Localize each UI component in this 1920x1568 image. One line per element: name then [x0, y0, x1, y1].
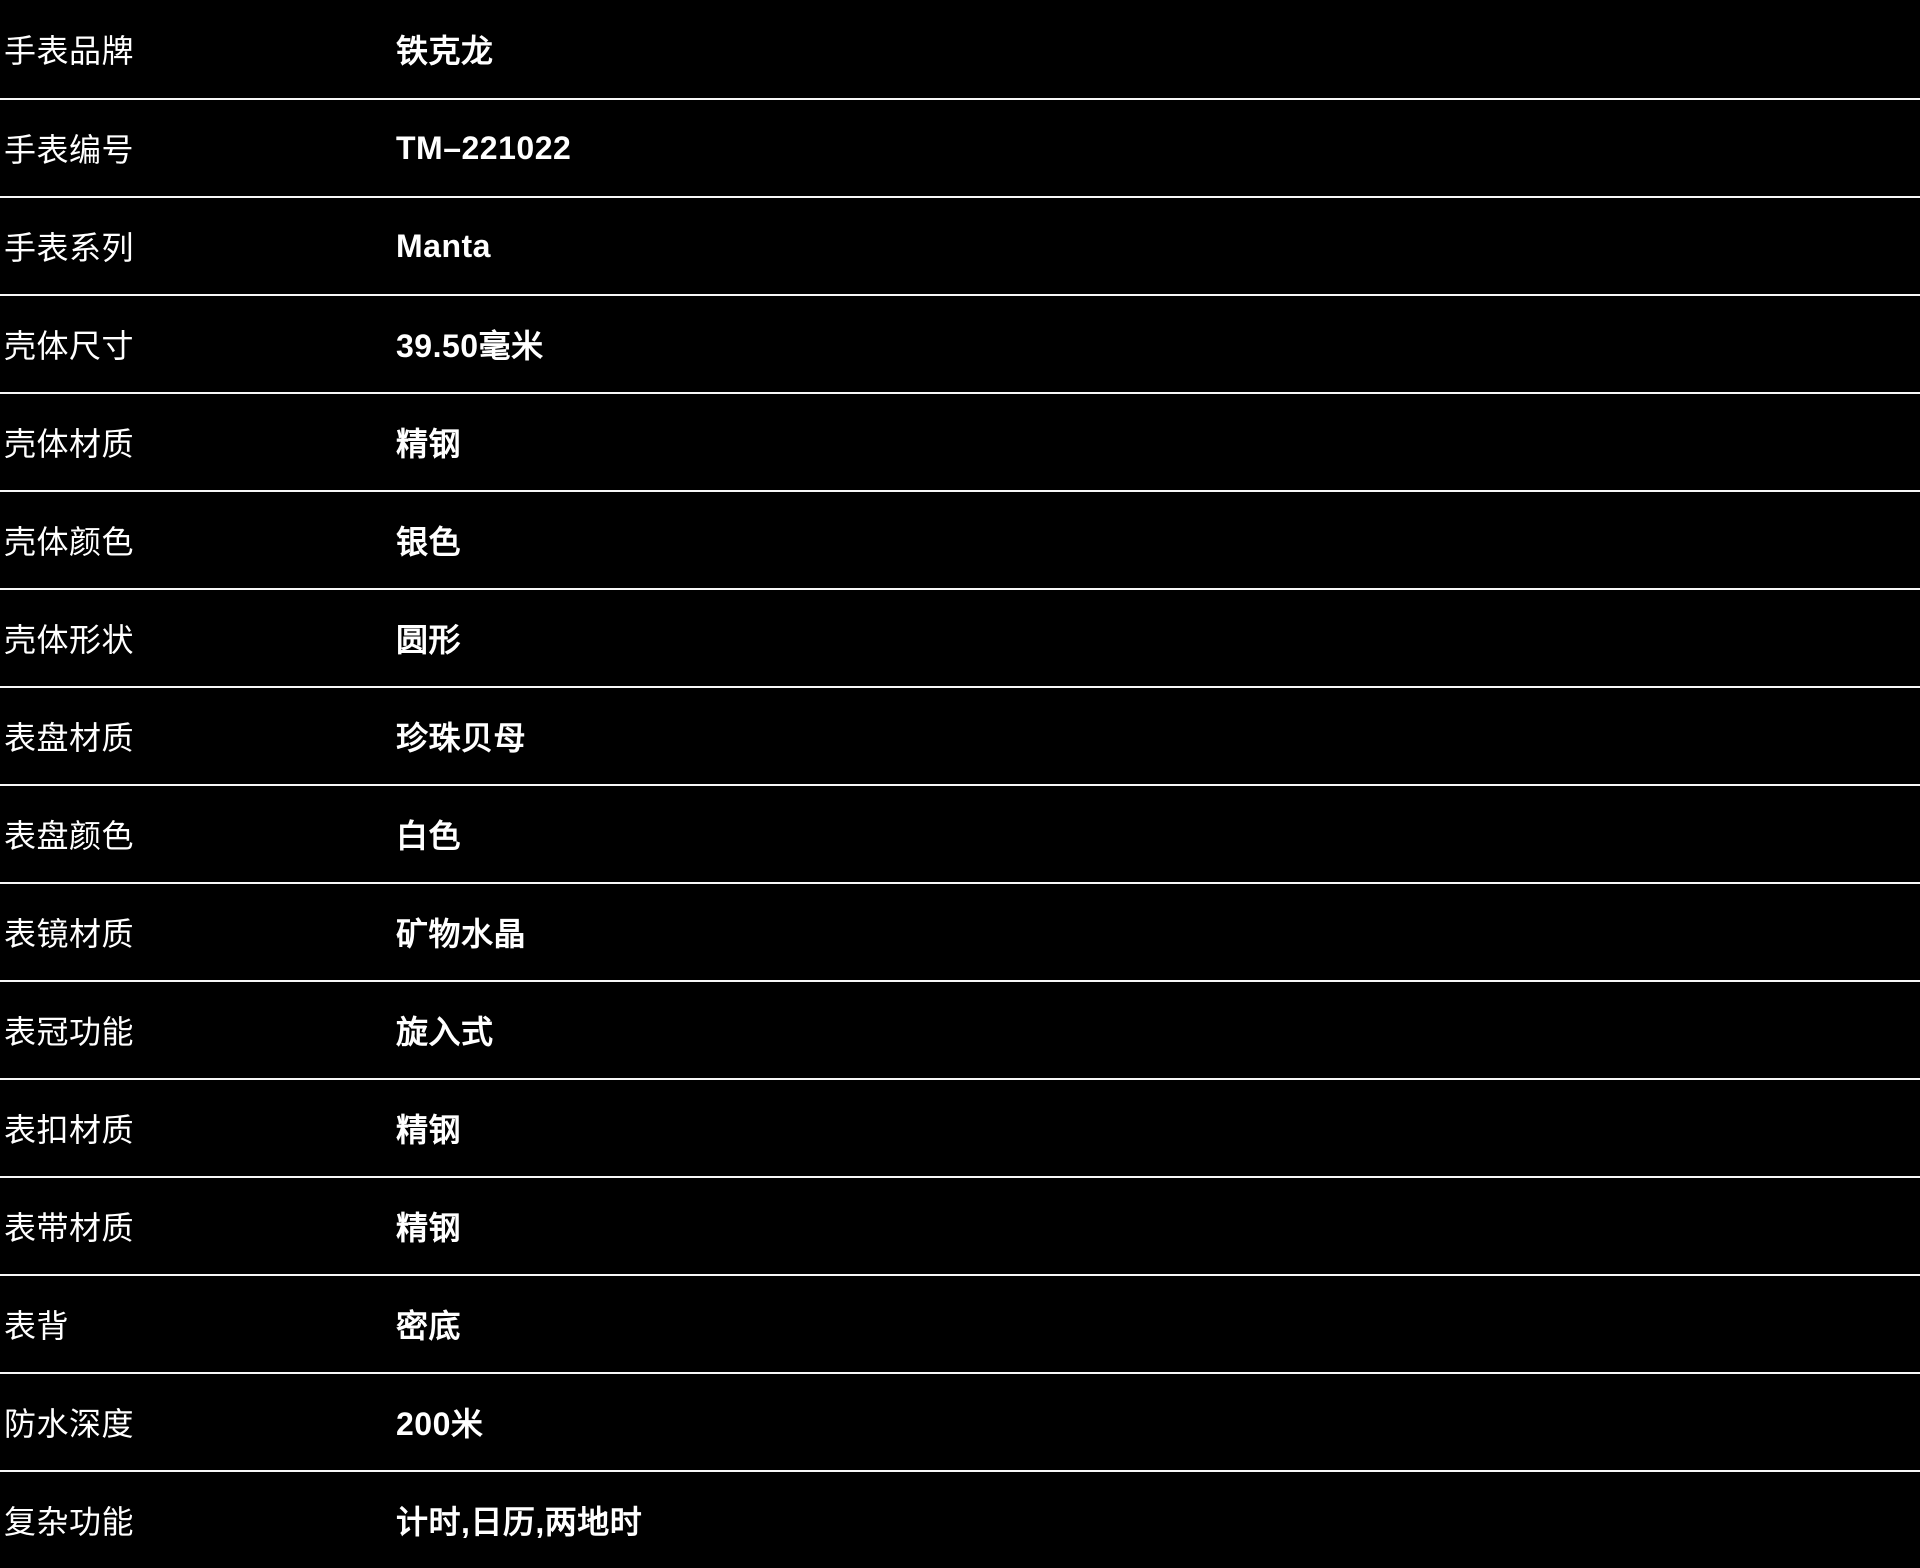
spec-value: 矿物水晶 [396, 916, 527, 952]
spec-value: 39.50毫米 [396, 328, 544, 364]
table-row: 表盘材质 珍珠贝母 [0, 686, 1920, 784]
table-row: 壳体材质 精钢 [0, 392, 1920, 490]
table-row: 表扣材质 精钢 [0, 1078, 1920, 1176]
table-row: 表带材质 精钢 [0, 1176, 1920, 1274]
table-row: 手表系列 Manta [0, 196, 1920, 294]
spec-label: 表冠功能 [4, 1014, 135, 1050]
spec-value: 密底 [396, 1308, 462, 1344]
spec-label: 防水深度 [4, 1406, 135, 1442]
spec-label: 壳体颜色 [4, 524, 135, 560]
table-row: 壳体形状 圆形 [0, 588, 1920, 686]
table-row: 表镜材质 矿物水晶 [0, 882, 1920, 980]
spec-value: 200米 [396, 1406, 484, 1442]
spec-label: 表背 [4, 1308, 70, 1344]
table-row: 表冠功能 旋入式 [0, 980, 1920, 1078]
table-row: 壳体尺寸 39.50毫米 [0, 294, 1920, 392]
table-row: 防水深度 200米 [0, 1372, 1920, 1470]
spec-label: 表盘材质 [4, 720, 135, 756]
spec-value: 精钢 [396, 1112, 462, 1148]
spec-label: 表带材质 [4, 1210, 135, 1246]
table-row: 表背 密底 [0, 1274, 1920, 1372]
spec-value: 铁克龙 [396, 33, 494, 69]
spec-label: 表扣材质 [4, 1112, 135, 1148]
table-row: 手表编号 TM–221022 [0, 98, 1920, 196]
spec-value: 计时,日历,两地时 [396, 1504, 643, 1540]
spec-value: Manta [396, 227, 491, 264]
spec-label: 壳体尺寸 [4, 328, 135, 364]
spec-label: 手表编号 [4, 132, 135, 168]
spec-value: 白色 [396, 818, 462, 854]
spec-label: 手表品牌 [4, 33, 135, 69]
spec-value: 精钢 [396, 426, 462, 462]
table-row: 表盘颜色 白色 [0, 784, 1920, 882]
spec-label: 壳体材质 [4, 426, 135, 462]
spec-value: 圆形 [396, 622, 462, 658]
table-row: 复杂功能 计时,日历,两地时 [0, 1470, 1920, 1568]
spec-label: 表镜材质 [4, 916, 135, 952]
spec-label: 壳体形状 [4, 622, 135, 658]
table-row: 壳体颜色 银色 [0, 490, 1920, 588]
spec-value: 银色 [396, 524, 462, 560]
spec-value: 珍珠贝母 [396, 720, 527, 756]
spec-label: 复杂功能 [4, 1504, 135, 1540]
spec-label: 手表系列 [4, 230, 135, 266]
spec-label: 表盘颜色 [4, 818, 135, 854]
spec-value: 旋入式 [396, 1014, 494, 1050]
table-row: 手表品牌 铁克龙 [0, 0, 1920, 98]
spec-value: TM–221022 [396, 129, 572, 166]
spec-value: 精钢 [396, 1210, 462, 1246]
